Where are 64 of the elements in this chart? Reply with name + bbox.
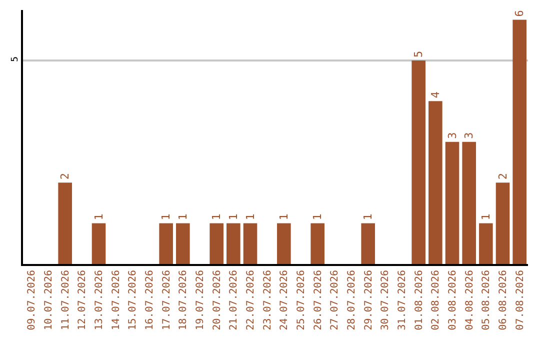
x-tick-label: 31.07.2026 <box>397 270 408 330</box>
x-tick-label: 02.08.2026 <box>430 270 442 330</box>
data-label: 1 <box>362 214 375 220</box>
x-tick-label: 03.08.2026 <box>448 270 458 330</box>
data-label: 5 <box>412 50 426 58</box>
bar <box>226 223 240 264</box>
x-tick-label: 09.07.2026 <box>26 270 38 330</box>
x-tick-label: 19.07.2026 <box>195 270 206 330</box>
data-label: 2 <box>58 172 72 180</box>
data-label: 6 <box>513 10 526 17</box>
bar <box>479 223 493 264</box>
x-tick-label: 18.07.2026 <box>178 270 190 330</box>
data-label: 1 <box>311 214 324 220</box>
bar <box>445 142 460 264</box>
x-tick-label: 28.07.2026 <box>346 270 358 330</box>
data-label: 1 <box>226 214 240 220</box>
x-tick-label: 11.07.2026 <box>60 270 72 330</box>
data-label: 1 <box>210 214 224 220</box>
x-tick-label: 04.08.2026 <box>464 270 476 330</box>
data-label: 3 <box>462 132 476 139</box>
x-tick-label: 06.08.2026 <box>498 270 509 330</box>
x-tick-label: 26.07.2026 <box>312 270 324 330</box>
bar <box>462 142 476 264</box>
bar <box>412 60 426 264</box>
data-label: 1 <box>92 214 106 220</box>
data-label: 1 <box>277 214 290 220</box>
x-tick-label: 14.07.2026 <box>110 270 122 330</box>
x-tick-label: 17.07.2026 <box>161 270 172 330</box>
bar <box>428 101 442 264</box>
x-tick-label: 15.07.2026 <box>128 270 139 330</box>
data-label: 1 <box>479 214 492 220</box>
data-label: 2 <box>496 172 510 180</box>
data-label: 1 <box>176 214 190 220</box>
x-tick-label: 29.07.2026 <box>363 270 374 330</box>
x-tick-label: 22.07.2026 <box>246 270 256 330</box>
bar <box>92 223 106 264</box>
bar <box>512 20 526 264</box>
bar <box>361 223 375 264</box>
bar <box>58 182 72 264</box>
data-label: 1 <box>244 214 257 220</box>
data-label: 3 <box>446 132 459 139</box>
x-tick-label: 07.08.2026 <box>514 270 526 330</box>
bar <box>243 223 258 264</box>
x-tick-label: 25.07.2026 <box>296 270 307 330</box>
x-tick-label: 16.07.2026 <box>144 270 156 330</box>
x-tick-label: 01.08.2026 <box>414 270 425 330</box>
x-tick-label: 24.07.2026 <box>279 270 290 330</box>
data-label: 1 <box>160 214 173 220</box>
bar <box>496 182 510 264</box>
bar <box>159 223 173 264</box>
bar <box>210 223 224 264</box>
x-tick-label: 30.07.2026 <box>380 270 392 330</box>
bar <box>277 223 291 264</box>
data-label: 4 <box>428 91 442 98</box>
x-tick-label: 23.07.2026 <box>262 270 274 330</box>
x-tick-label: 10.07.2026 <box>44 270 54 330</box>
bar <box>176 223 190 264</box>
x-tick-label: 13.07.2026 <box>94 270 105 330</box>
bar <box>310 223 324 264</box>
x-tick-label: 05.08.2026 <box>481 270 492 330</box>
x-tick-label: 27.07.2026 <box>330 270 341 330</box>
x-tick-label: 21.07.2026 <box>228 270 240 330</box>
x-tick-label: 20.07.2026 <box>212 270 223 330</box>
x-tick-label: 12.07.2026 <box>77 270 88 330</box>
